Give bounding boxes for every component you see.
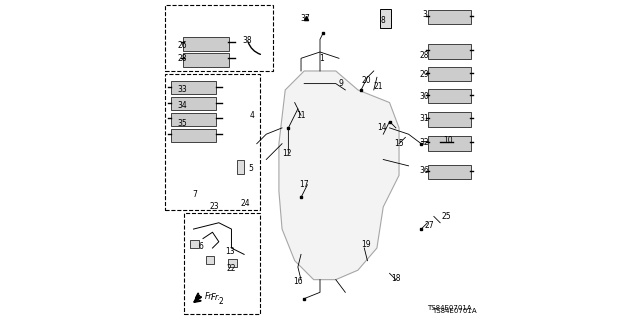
Text: Fr.: Fr. [205,292,214,300]
Text: 4: 4 [250,111,255,120]
Text: TS84E0701A: TS84E0701A [427,305,472,311]
Text: 22: 22 [226,264,236,273]
Text: 20: 20 [361,76,371,85]
Text: 27: 27 [424,221,434,230]
Text: 5: 5 [248,165,253,174]
Text: 12: 12 [282,149,292,158]
Text: 2: 2 [218,297,223,306]
FancyBboxPatch shape [171,81,216,94]
Text: 15: 15 [394,139,404,148]
Text: Fr.: Fr. [211,293,221,301]
FancyBboxPatch shape [380,9,391,28]
Text: 19: 19 [361,241,371,249]
Text: 38: 38 [243,36,252,45]
FancyBboxPatch shape [171,97,216,110]
Text: 37: 37 [301,14,310,23]
FancyBboxPatch shape [237,160,244,174]
FancyBboxPatch shape [206,256,214,264]
Text: 16: 16 [293,277,303,286]
Text: 25: 25 [442,212,451,221]
FancyBboxPatch shape [428,67,471,81]
Text: 17: 17 [300,180,309,189]
Text: 33: 33 [177,85,188,94]
Text: 35: 35 [177,119,188,128]
FancyBboxPatch shape [171,129,216,142]
Text: 34: 34 [177,101,188,110]
Polygon shape [279,71,399,280]
Text: 18: 18 [391,274,401,283]
Text: 31: 31 [420,114,429,123]
FancyBboxPatch shape [428,10,471,24]
Text: 28: 28 [178,54,187,63]
Text: 28: 28 [420,51,429,60]
FancyBboxPatch shape [190,240,198,249]
Text: 23: 23 [209,203,219,211]
Text: 30: 30 [419,92,429,101]
Text: 3: 3 [422,10,427,19]
FancyBboxPatch shape [428,44,471,59]
FancyBboxPatch shape [184,37,229,51]
FancyBboxPatch shape [428,112,471,127]
FancyBboxPatch shape [184,53,229,67]
Text: 7: 7 [193,190,198,199]
Text: 26: 26 [178,41,188,50]
FancyBboxPatch shape [428,136,471,151]
Text: 8: 8 [381,16,386,25]
Text: 1: 1 [319,54,324,63]
FancyBboxPatch shape [228,259,237,267]
Text: 29: 29 [420,70,429,78]
FancyBboxPatch shape [428,89,471,103]
Text: 24: 24 [241,199,250,208]
Text: 11: 11 [296,111,306,120]
Text: 10: 10 [444,136,453,145]
Text: 21: 21 [374,82,383,91]
Text: 36: 36 [419,166,429,175]
Text: 32: 32 [420,137,429,147]
Text: 13: 13 [225,247,235,256]
Text: TS84E0701A: TS84E0701A [432,308,477,315]
Text: 14: 14 [377,123,387,132]
Text: 6: 6 [199,242,204,251]
Text: 9: 9 [338,79,343,88]
FancyBboxPatch shape [171,113,216,126]
FancyBboxPatch shape [428,165,471,179]
